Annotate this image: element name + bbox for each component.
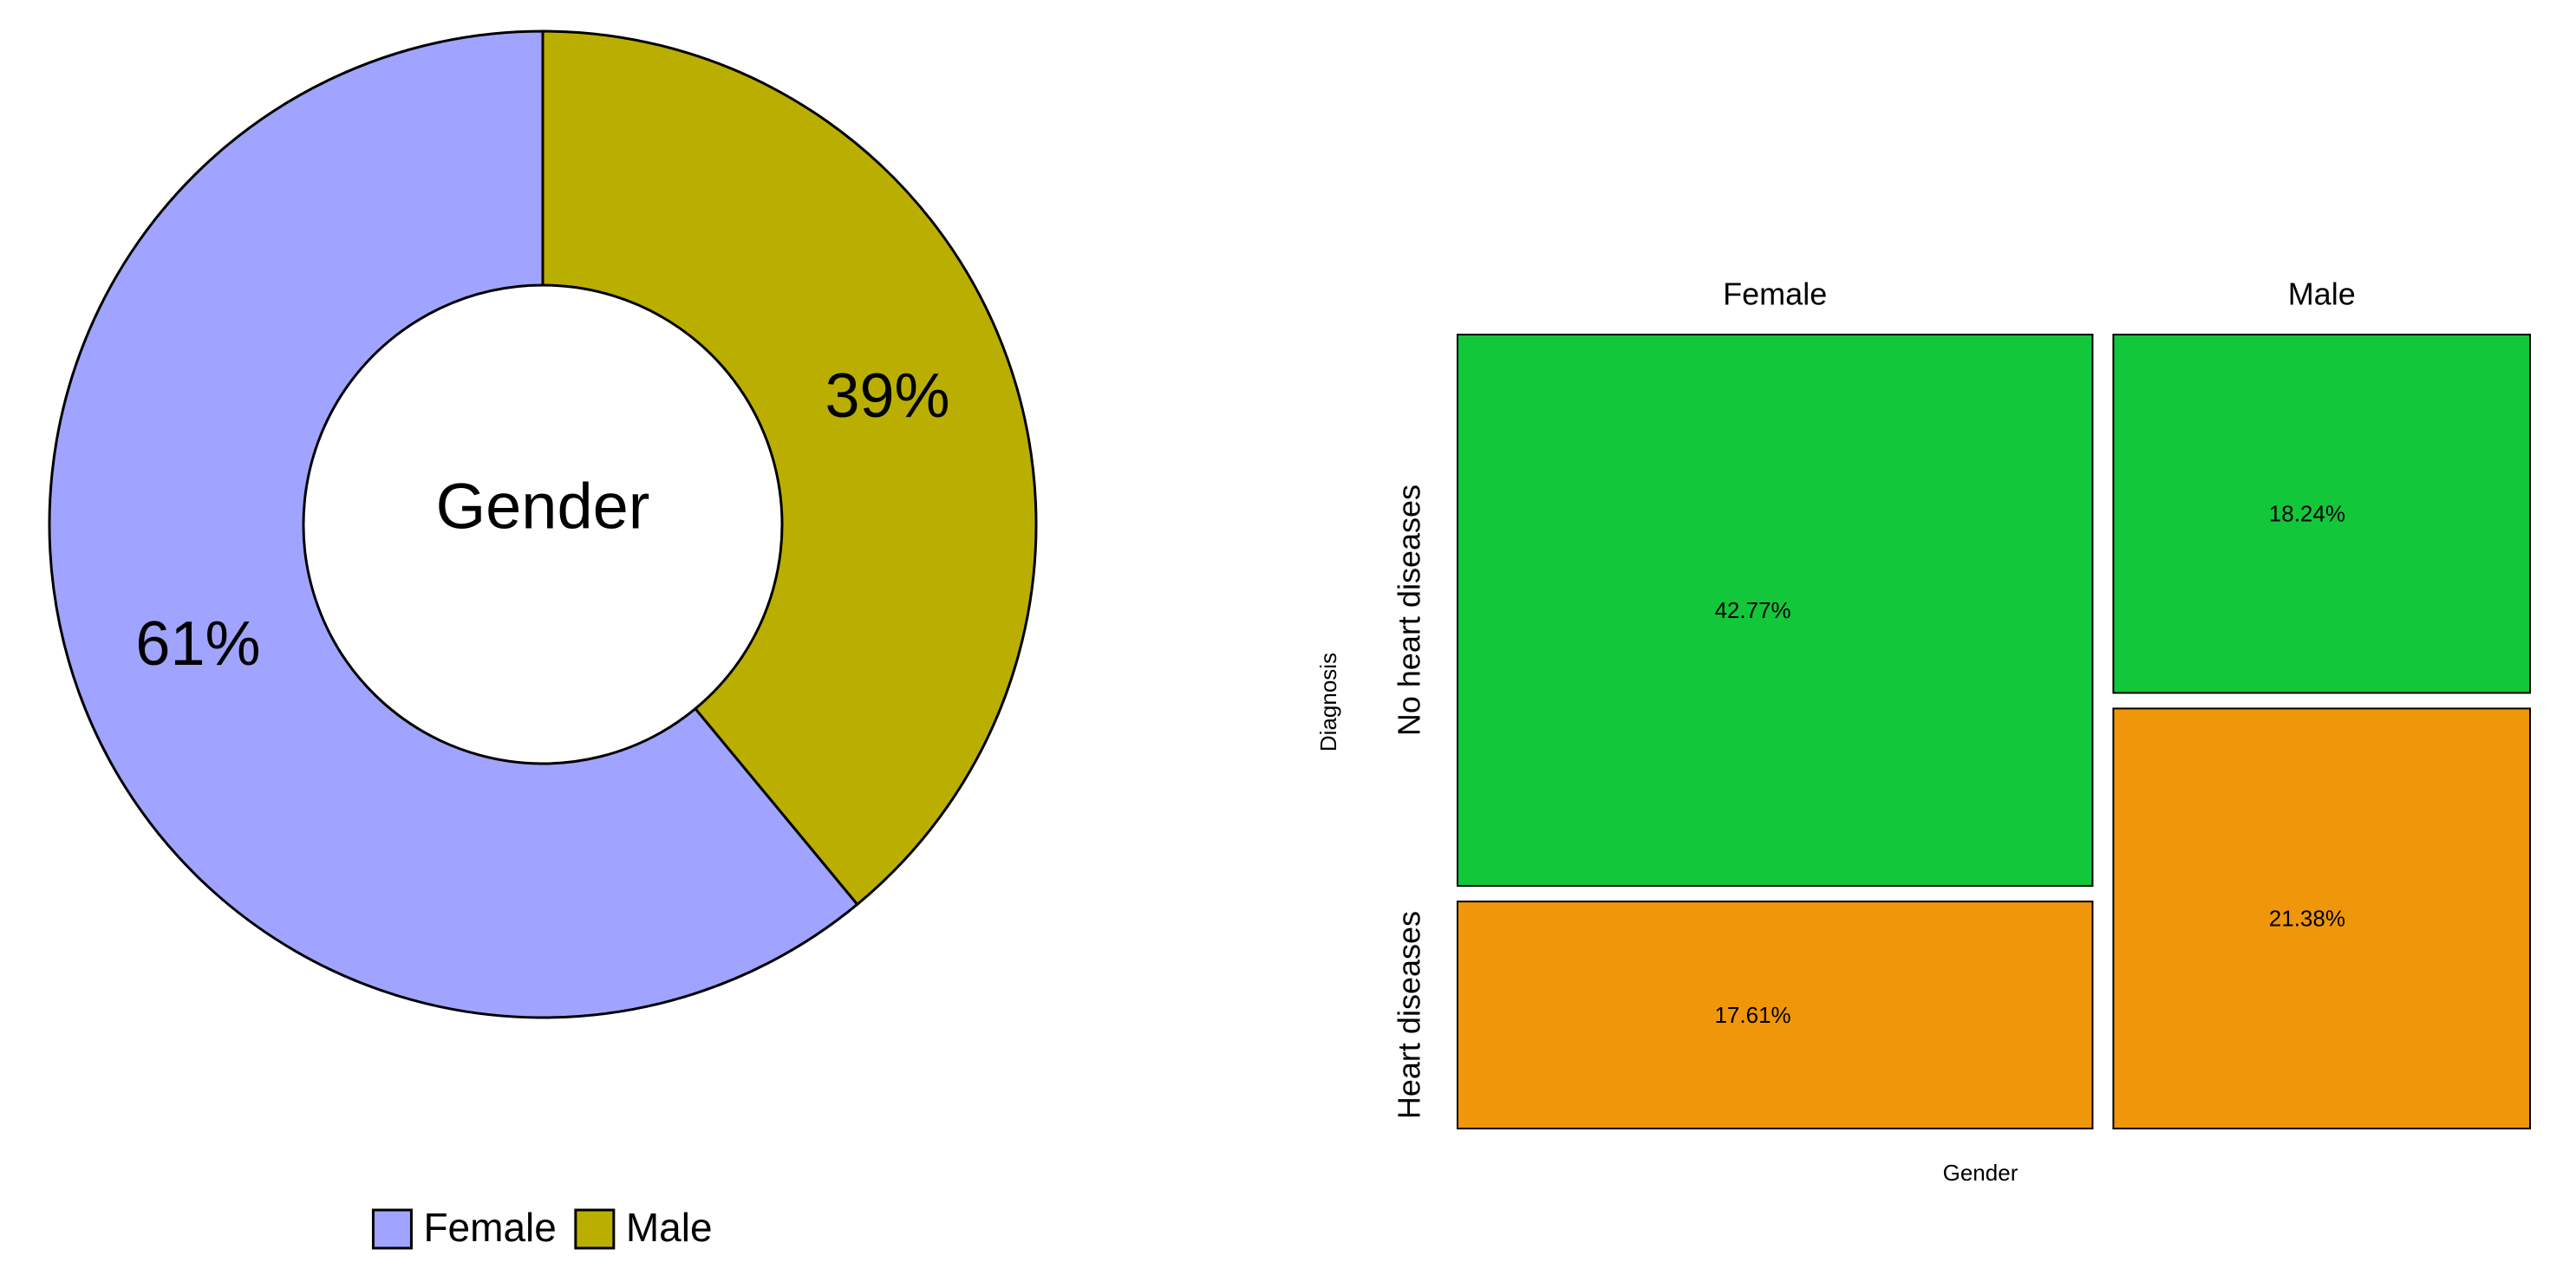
legend-swatch-male [574,1208,616,1250]
mosaic-cell-male-heart-diseases [2112,707,2532,1130]
mosaic-cell-label: 42.77% [1714,597,1790,623]
mosaic-cell-female-no-heart-diseases [1457,334,2094,888]
legend-label-female: Female [423,1205,556,1250]
mosaic-cell-label: 18.24% [2269,501,2345,527]
legend-swatch-female [371,1208,413,1250]
mosaic-y-axis-label: Diagnosis [1315,653,1341,751]
donut-value-label-female: 61% [135,609,260,679]
donut-value-label-male: 39% [825,361,949,431]
mosaic-row-label-heart-diseases: Heart diseases [1392,911,1427,1119]
donut-center-label: Gender [436,471,650,543]
donut-slice-male [541,29,1038,907]
mosaic-column-label-male: Male [2288,276,2356,312]
mosaic-cell-label: 21.38% [2269,906,2345,932]
mosaic-cell-female-heart-diseases [1457,901,2094,1129]
donut-legend: Female Male [371,1205,713,1250]
diagnosis-mosaic-chart: 42.77% 17.61% 18.24% 21.38% Female Male No h… [1315,276,2532,1186]
mosaic-cell-male-no-heart-diseases [2112,334,2532,694]
donut-slice-female [48,29,859,1019]
mosaic-row-label-no-heart-diseases: No heart diseases [1392,485,1427,736]
mosaic-cell-label: 17.61% [1714,1002,1790,1028]
mosaic-column-label-female: Female [1723,276,1827,312]
mosaic-x-axis-label: Gender [1943,1160,2018,1186]
gender-donut-chart: Gender 39% 61% Female Male [48,29,1038,1250]
legend-label-male: Male [626,1205,713,1250]
